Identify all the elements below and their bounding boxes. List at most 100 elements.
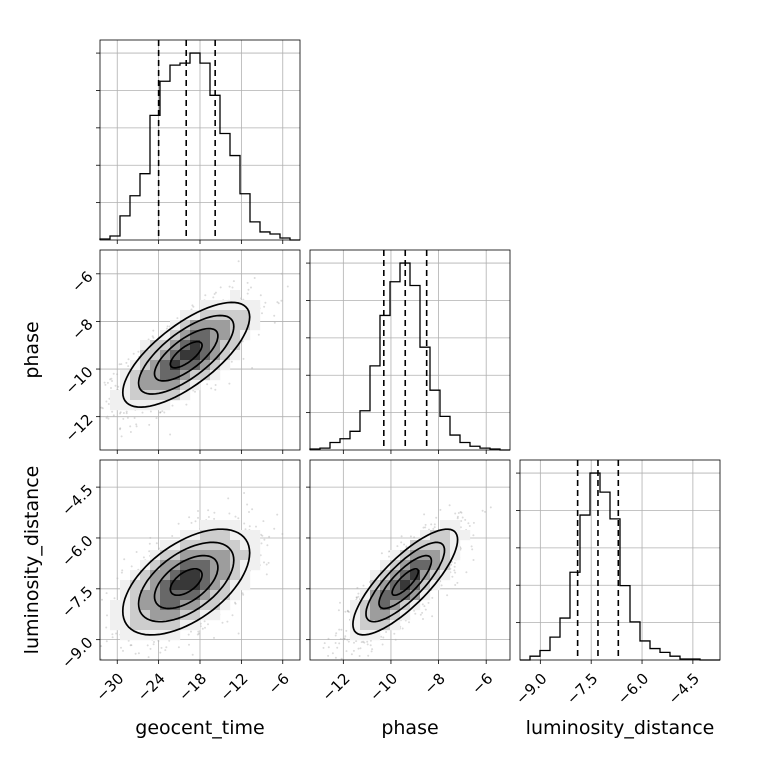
scatter-point	[424, 526, 427, 529]
scatter-point	[421, 603, 424, 606]
scatter-point	[159, 651, 162, 654]
scatter-point	[317, 667, 319, 669]
scatter-point	[393, 632, 396, 635]
scatter-point	[159, 411, 162, 414]
density-cell	[190, 340, 201, 351]
scatter-point	[177, 646, 180, 649]
scatter-point	[357, 595, 360, 598]
scatter-point	[355, 597, 358, 599]
density-cell	[220, 350, 231, 361]
scatter-point	[273, 314, 276, 317]
axes-layer: −30 −24 −18 −12 −6 −12 −10 −8 −6 −9.0 −7.5 −6.0 −4.5…	[58, 39, 721, 708]
contour-0-3	[121, 301, 251, 408]
scatter-point	[192, 305, 195, 308]
scatter-point	[346, 609, 349, 612]
scatter-point	[481, 509, 484, 512]
scatter-point	[104, 383, 107, 386]
scatter-point	[246, 281, 249, 284]
density-cell	[190, 360, 201, 371]
scatter-point	[132, 352, 135, 355]
scatter-point	[430, 523, 433, 526]
scatter-point	[166, 325, 169, 328]
scatter-point	[243, 492, 246, 494]
density-cell	[200, 360, 211, 371]
density-cell	[140, 390, 151, 401]
scatter-point	[177, 522, 180, 525]
scatter-point	[273, 321, 276, 324]
density-cell	[210, 370, 221, 381]
scatter-point	[381, 643, 384, 646]
scatter-point	[453, 562, 456, 564]
scatter-point	[152, 643, 155, 646]
density-cell	[180, 370, 191, 381]
scatter-point	[453, 569, 456, 572]
scatter-point	[424, 608, 427, 611]
scatter-point	[457, 512, 460, 514]
scatter-point	[228, 285, 231, 288]
contour-0-0	[169, 340, 203, 369]
scatter-point	[345, 650, 348, 653]
scatter-point	[439, 508, 442, 511]
density-cell	[240, 300, 251, 311]
scatter-point	[260, 542, 263, 545]
hist-frame-luminosity_distance	[519, 459, 721, 661]
density-cell	[120, 380, 131, 391]
density-cell	[180, 350, 191, 361]
scatter-point	[213, 517, 216, 520]
scatter-point	[207, 516, 210, 518]
scatter-point	[431, 615, 434, 618]
density-cell	[160, 370, 171, 381]
scatter-point	[125, 412, 128, 415]
density-cell	[130, 400, 141, 411]
scatter-point	[230, 360, 233, 363]
density-cell	[230, 330, 241, 341]
scatter-point	[142, 556, 145, 559]
scatter-point	[450, 563, 453, 566]
scatter-point	[148, 423, 151, 426]
scatter-point	[203, 620, 206, 623]
density-cell	[220, 360, 231, 371]
scatter-point	[130, 644, 133, 647]
scatter-point	[237, 260, 240, 263]
scatter-point	[423, 513, 426, 516]
scatter-point	[344, 610, 347, 613]
density-cell	[220, 320, 231, 331]
scatter-point	[362, 640, 365, 643]
density-cell	[210, 350, 221, 361]
density-cell	[180, 330, 191, 341]
density-cell	[250, 320, 261, 331]
scatter-point	[231, 614, 234, 617]
scatter-point	[197, 632, 200, 635]
scatter-point	[153, 641, 155, 643]
scatter-point	[111, 410, 114, 413]
scatter-point	[159, 411, 162, 414]
scatter-point	[83, 453, 85, 455]
scatter-point	[396, 545, 399, 548]
scatter-point	[327, 654, 330, 657]
scatter-point	[388, 555, 390, 558]
scatter-point	[204, 294, 207, 297]
density-cell	[220, 310, 231, 321]
scatter-point	[201, 627, 204, 630]
scatter-point	[246, 292, 249, 295]
scatter-point	[146, 644, 149, 647]
scatter-point	[130, 565, 133, 568]
scatter-point	[424, 523, 427, 526]
scatter-point	[255, 525, 257, 528]
scatter-point	[120, 646, 122, 649]
scatter-point	[207, 623, 209, 626]
contour-0-1	[153, 327, 219, 382]
scatter-point	[370, 650, 373, 653]
scatter-point	[108, 397, 111, 400]
scatter-point	[152, 336, 155, 339]
scatter-point	[129, 425, 132, 428]
scatter-point	[135, 551, 138, 553]
scatter-point	[165, 646, 168, 649]
scatter-point	[367, 654, 370, 657]
density-cell	[160, 360, 171, 371]
scatter-point	[414, 612, 417, 615]
scatter-point	[214, 384, 217, 386]
scatter-point	[360, 641, 363, 644]
scatter-point	[380, 635, 383, 638]
scatter-point	[432, 527, 435, 530]
